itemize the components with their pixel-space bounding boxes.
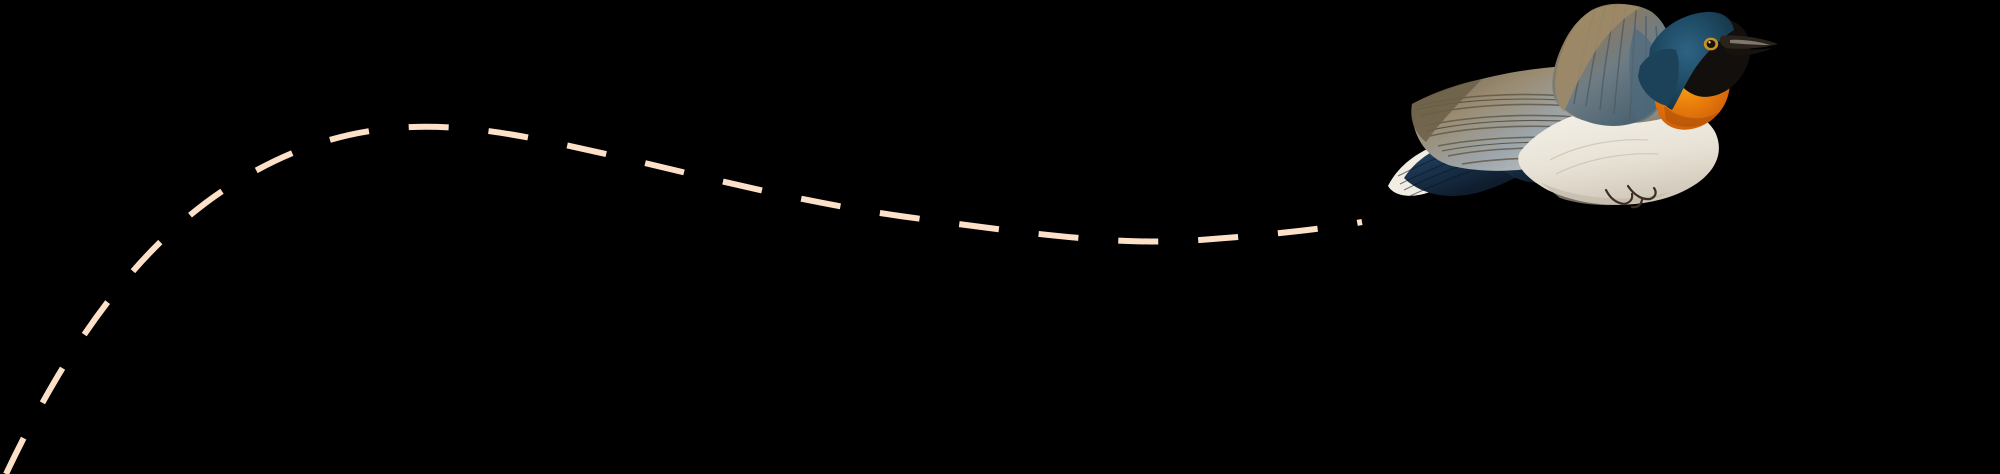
beak-highlight xyxy=(1730,39,1770,45)
beak-lower xyxy=(1724,48,1772,56)
foot-right-toe-2 xyxy=(1630,198,1644,209)
bird-part-feet xyxy=(1604,184,1657,209)
foot-right-toe xyxy=(1648,186,1657,201)
head-nape xyxy=(1638,48,1679,106)
bird-part-head xyxy=(1638,11,1778,111)
upper-wing-outer-edge xyxy=(1555,3,1640,113)
belly-shape xyxy=(1518,103,1719,205)
throat-shadow xyxy=(1664,106,1718,127)
belly-shadow xyxy=(1540,182,1670,206)
belly-feather-hints xyxy=(1549,139,1659,175)
bird-part-belly xyxy=(1518,103,1719,206)
eye-pupil xyxy=(1706,40,1716,48)
foot-right xyxy=(1626,184,1652,201)
bird-part-beak xyxy=(1719,35,1778,56)
lower-wing-tip xyxy=(1411,79,1482,142)
foot-left xyxy=(1604,188,1626,206)
bird-part-eye xyxy=(1703,37,1719,51)
foot-left-toe xyxy=(1622,192,1634,206)
eye-catchlight xyxy=(1708,41,1711,44)
